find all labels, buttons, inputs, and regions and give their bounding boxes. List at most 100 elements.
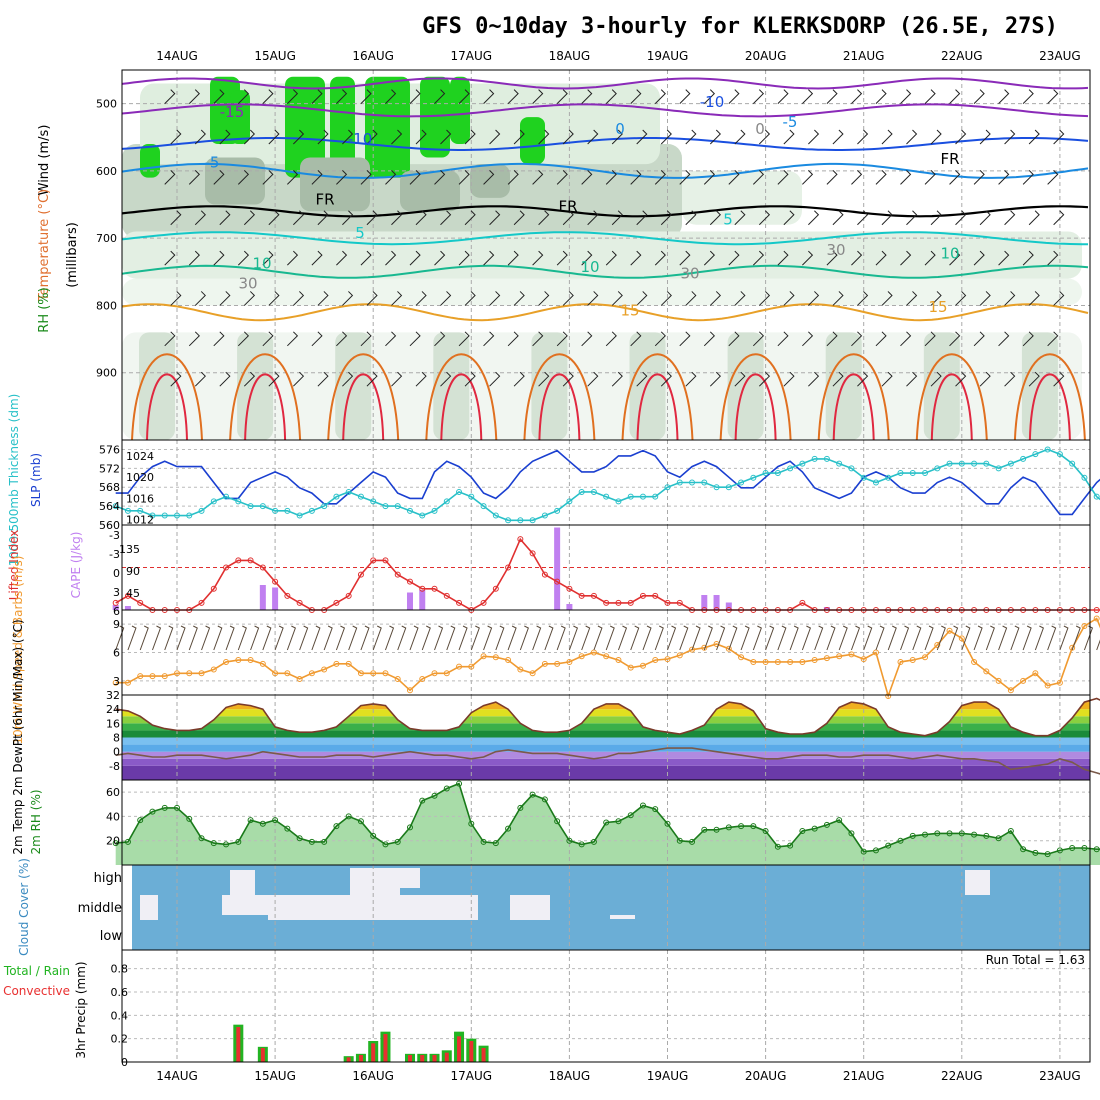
- wind-tick-label: 9: [113, 618, 120, 631]
- wind-barb: [458, 170, 470, 185]
- rh-line-point: [689, 838, 696, 845]
- isotherm-line: [930, 373, 973, 441]
- wind-barb: [973, 625, 983, 651]
- isotherm-line: [734, 373, 777, 441]
- wind-barb: [409, 170, 421, 185]
- wind-barb: [1004, 129, 1016, 145]
- wind-barb: [826, 89, 838, 104]
- wind-barb: [335, 625, 346, 651]
- wind-barb: [556, 170, 568, 185]
- wind-barb: [562, 210, 574, 226]
- wind-barb: [372, 625, 382, 651]
- wind-barb: [783, 129, 795, 145]
- thickness-line-point: [554, 507, 561, 514]
- wind-barb: [998, 170, 1010, 185]
- rh-line-point: [370, 832, 377, 839]
- lifted-index-line-point: [357, 571, 364, 578]
- rh-line-point: [1020, 846, 1027, 853]
- wind-barb: [851, 170, 863, 185]
- thickness-tick-label: 572: [99, 462, 120, 475]
- li-tick-label: 6: [113, 605, 120, 618]
- wind-barb: [188, 331, 200, 347]
- isotherm-label: 10: [940, 244, 959, 262]
- thickness-line-point: [529, 517, 536, 524]
- thickness-line-point: [406, 507, 413, 514]
- rh-line-point: [799, 828, 806, 834]
- wind-barb: [783, 291, 795, 306]
- wind-barb: [930, 371, 942, 387]
- wind-barb: [237, 625, 247, 651]
- date-label-top: 22AUG: [941, 49, 983, 63]
- wind-barb: [979, 371, 991, 387]
- date-label-bottom: 18AUG: [549, 1069, 591, 1083]
- wind-barb: [213, 331, 225, 347]
- thickness-line-point: [713, 484, 720, 491]
- wind-barb: [219, 210, 231, 226]
- wind-barb: [728, 170, 740, 185]
- wind-speed-line-point: [186, 670, 193, 677]
- rh-axis-label: 2m RH (%): [29, 789, 43, 854]
- temp-band: [122, 765, 1090, 780]
- wind-barb: [556, 89, 568, 104]
- wind-barb: [734, 210, 746, 226]
- wind-speed-line-point: [1093, 615, 1100, 622]
- wind-barb: [605, 250, 617, 266]
- lifted-index-line-point: [603, 599, 610, 606]
- wind-barb: [900, 170, 912, 185]
- wind-barb: [287, 331, 299, 347]
- lifted-index-line-point: [345, 592, 352, 599]
- wind-speed-line-point: [885, 692, 892, 699]
- wind-barb: [434, 331, 446, 347]
- wind-barb: [519, 625, 529, 651]
- cloud-clear-patch: [510, 895, 550, 920]
- temp-bands: [122, 698, 1090, 780]
- temp-band: [122, 716, 1090, 724]
- wind-barb: [415, 371, 427, 387]
- date-label-bottom: 19AUG: [647, 1069, 689, 1083]
- wind-barb: [1022, 89, 1034, 104]
- cape-bar: [124, 606, 131, 610]
- isotherm-label: FR: [558, 197, 577, 215]
- wind-barb: [421, 625, 431, 651]
- isotherm-line: [719, 353, 792, 441]
- rh-line-point: [308, 838, 315, 845]
- isotherm-line: [342, 373, 385, 441]
- lifted-index-line-point: [210, 585, 217, 592]
- thickness-line-point: [247, 503, 254, 510]
- wind-barb: [366, 129, 378, 145]
- wind-barb: [164, 625, 174, 651]
- wind-barb: [464, 210, 476, 226]
- wind-speed-line-point: [406, 687, 413, 694]
- thickness-line-point: [443, 498, 450, 505]
- wind-barb: [936, 625, 946, 651]
- upper-wind-label: Wind (m/s): [37, 125, 52, 196]
- wind-barb: [734, 371, 746, 387]
- rh-line-point: [922, 831, 929, 838]
- lifted-index-line-point: [505, 564, 512, 571]
- thickness-line-point: [1032, 451, 1039, 458]
- wind-barb: [219, 129, 231, 145]
- wind-barb: [532, 331, 544, 347]
- wind-barb: [900, 625, 910, 651]
- wind-barb: [440, 371, 452, 387]
- wind-barb: [1028, 371, 1040, 387]
- temp-band: [122, 751, 1090, 759]
- freezing-level-line: [121, 205, 1089, 218]
- wind-barb: [630, 89, 642, 104]
- wind-barb: [924, 625, 934, 651]
- thickness-line-point: [799, 460, 806, 467]
- temp-tick-label: 24: [106, 703, 120, 716]
- thickness-line-point: [541, 512, 548, 519]
- wind-speed-line-point: [664, 656, 671, 663]
- wind-speed-line-point: [541, 660, 548, 667]
- rh-line-point: [1056, 847, 1063, 854]
- rh-line-point: [1032, 849, 1039, 856]
- wind-barb: [636, 210, 648, 226]
- li-tick-label: 3: [113, 586, 120, 599]
- wind-barb: [391, 371, 403, 387]
- thickness-line-point: [750, 474, 757, 481]
- thickness-line-point: [983, 460, 990, 467]
- wind-barb: [605, 170, 617, 185]
- wind-speed-line-point: [321, 666, 328, 673]
- wind-speed-line-point: [725, 645, 732, 652]
